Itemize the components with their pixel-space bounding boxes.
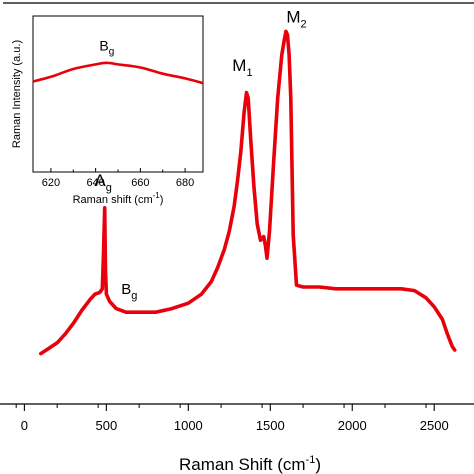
main-x-axis-title-close: ) bbox=[315, 455, 321, 474]
inset-frame bbox=[32, 15, 204, 173]
peak-label-sub: 2 bbox=[301, 18, 307, 30]
inset-peak-labels: Bg bbox=[99, 37, 114, 57]
main-x-tick-label-2000: 2000 bbox=[338, 418, 367, 433]
main-peak-label-2: M1 bbox=[232, 56, 252, 79]
inset-x-tick-label-640: 640 bbox=[86, 177, 104, 189]
peak-label-sub: 1 bbox=[246, 67, 252, 79]
inset-x-axis-title-sup: -1 bbox=[153, 191, 161, 200]
inset-x-tick-label-660: 660 bbox=[131, 177, 149, 189]
peak-label-sub: g bbox=[109, 46, 115, 57]
main-x-tick-labels: 0 500 1000 1500 2000 2500 bbox=[21, 418, 449, 433]
inset-x-tick-labels: 620 640 660 680 bbox=[42, 177, 195, 189]
main-peak-label-0: Ag bbox=[94, 171, 111, 194]
main-x-axis-title: Raman Shift (cm-1) bbox=[179, 454, 321, 474]
peak-label-base: A bbox=[94, 171, 106, 190]
main-x-ticks bbox=[15, 404, 435, 411]
peak-label-base: B bbox=[99, 37, 108, 53]
peak-label-sub: g bbox=[106, 182, 112, 194]
main-series-line bbox=[39, 29, 457, 356]
inset-x-tick-label-680: 680 bbox=[176, 177, 194, 189]
inset-x-axis-title-close: ) bbox=[160, 194, 164, 206]
main-peak-label-1: Bg bbox=[121, 281, 137, 302]
main-x-axis-title-text: Raman Shift (cm bbox=[179, 455, 306, 474]
peak-label-base: M bbox=[232, 56, 246, 75]
main-x-tick-label-1000: 1000 bbox=[174, 418, 203, 433]
peak-label-base: B bbox=[121, 281, 131, 298]
inset-x-axis-title-text: Raman shift (cm bbox=[73, 194, 153, 206]
main-peak-label-3: M2 bbox=[286, 7, 306, 30]
peak-label-sub: g bbox=[131, 290, 137, 302]
inset-x-axis-title: Raman shift (cm-1) bbox=[73, 191, 164, 206]
inset-y-axis-title: Raman Intensity (a.u.) bbox=[11, 40, 23, 148]
inset-series-line bbox=[32, 61, 204, 85]
inset-x-tick-label-620: 620 bbox=[42, 177, 60, 189]
main-x-tick-label-1500: 1500 bbox=[256, 418, 285, 433]
peak-label-base: M bbox=[286, 7, 300, 26]
inset-x-ticks bbox=[50, 168, 186, 172]
main-x-tick-label-2500: 2500 bbox=[420, 418, 449, 433]
main-x-tick-label-500: 500 bbox=[96, 418, 118, 433]
main-x-axis-title-sup: -1 bbox=[306, 454, 316, 466]
main-x-tick-label-0: 0 bbox=[21, 418, 28, 433]
inset-peak-label-0: Bg bbox=[99, 37, 114, 57]
